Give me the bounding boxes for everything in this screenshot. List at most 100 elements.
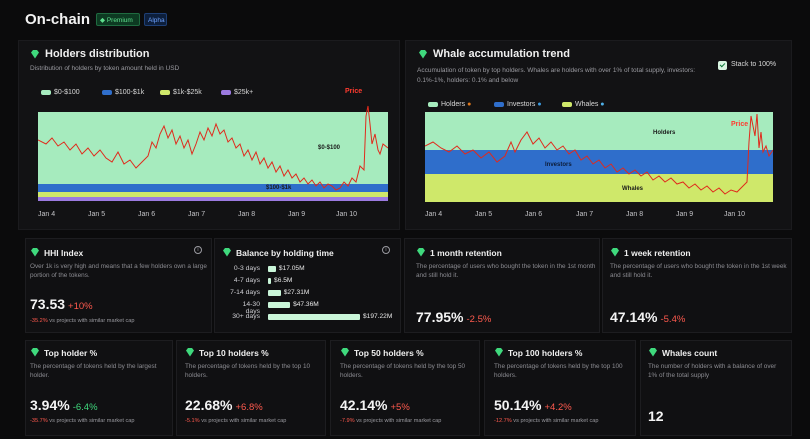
balance-row-value: $17.05M (278, 265, 305, 272)
band-100-1k (38, 184, 388, 192)
x-tick-jan4: Jan 4 (38, 211, 56, 218)
whales-count-value: 12 (648, 408, 664, 424)
diamond-icon: ◆ (100, 17, 105, 24)
footer-text: vs projects with similar market cap (49, 318, 135, 324)
stack-to-100-checkbox[interactable] (718, 61, 727, 70)
balance-row-value: $6.5M (274, 277, 293, 284)
info-icon[interactable]: i (194, 246, 202, 254)
premium-badge-label: Premium (106, 17, 133, 24)
top-10-holders-card (176, 340, 326, 436)
diamond-icon (611, 248, 619, 257)
fish-icon: ● (467, 101, 472, 108)
legend-label: Whales (575, 101, 599, 108)
holders-distribution-chart[interactable] (38, 104, 388, 202)
hhi-index-desc: Over 1k is very high and means that a fe… (30, 263, 207, 279)
whales-count-desc: The number of holders with a balance of … (648, 363, 777, 379)
legend-swatch (160, 89, 170, 95)
legend-item-1k-25k[interactable]: $1k-$25k (160, 89, 202, 96)
info-icon[interactable]: i (382, 246, 390, 254)
band-whales (425, 174, 773, 202)
metric-value: 22.68% (185, 397, 233, 413)
metric-value: 42.14% (340, 397, 388, 413)
legend-swatch (102, 89, 112, 95)
metric-value: 50.14% (494, 397, 542, 413)
metric-value: 3.94% (30, 397, 70, 413)
balance-row-label: 0-3 days (233, 265, 260, 272)
page-header: On-chain ◆ Premium Alpha (0, 0, 810, 40)
top-50-holders-desc: The percentage of tokens held by the top… (340, 363, 466, 379)
diamond-icon (31, 248, 39, 257)
top-holder-value: 3.94% -6.4% (30, 397, 98, 413)
footer-pct: -35.2% (30, 318, 48, 324)
top-10-holders-title: Top 10 holders % (199, 348, 269, 358)
holders-distribution-subtitle: Distribution of holders by token amount … (30, 65, 180, 72)
metric-value: 77.95% (416, 309, 464, 325)
whale-accumulation-title: Whale accumulation trend (433, 48, 570, 60)
diamond-icon (31, 50, 39, 59)
balance-row-value: $197.22M (363, 313, 393, 320)
band-1k-25k (38, 192, 388, 197)
diamond-icon (341, 348, 349, 357)
metric-change: -6.4% (72, 402, 98, 413)
x-tick-jan9: Jan 9 (288, 211, 306, 218)
x-tick-jan7: Jan 7 (576, 211, 594, 218)
top-100-holders-card (484, 340, 636, 436)
footer-pct: -12.7% (494, 418, 512, 424)
legend-item-100-1k[interactable]: $100-$1k (102, 89, 144, 96)
legend-item-investors[interactable]: Investors ● (494, 101, 542, 108)
week-retention-value: 47.14% -5.4% (610, 309, 685, 325)
diamond-icon (31, 348, 39, 357)
metric-change: +6.8% (235, 402, 263, 413)
top-holder-title: Top holder % (44, 348, 98, 358)
hhi-index-title: HHI Index (44, 248, 84, 258)
legend-swatch (494, 101, 504, 107)
top-50-holders-card (330, 340, 480, 436)
footer-text: vs projects with similar market cap (356, 418, 442, 424)
band-label-holders: Holders (653, 130, 676, 136)
x-tick-jan8: Jan 8 (626, 211, 644, 218)
band-0-100 (38, 112, 388, 184)
whale-accumulation-chart[interactable] (425, 112, 773, 202)
x-tick-jan10: Jan 10 (336, 211, 358, 218)
legend-swatch (562, 101, 572, 107)
footer-text: vs projects with similar market cap (513, 418, 599, 424)
legend-item-25k-plus[interactable]: $25k+ (221, 89, 253, 96)
top-50-holders-footer: -7.9% vs projects with similar market ca… (340, 418, 441, 424)
balance-row-label: 4-7 days (233, 277, 260, 284)
band-investors (425, 150, 773, 174)
balance-row-bar (268, 266, 276, 272)
top-50-holders-value: 42.14% +5% (340, 397, 410, 413)
whales-count-title: Whales count (662, 348, 718, 358)
month-retention-card (404, 238, 600, 333)
legend-item-holders[interactable]: Holders ● (428, 101, 471, 108)
band-25k-plus (38, 197, 388, 201)
x-tick-jan7: Jan 7 (188, 211, 206, 218)
metric-value: 47.14% (610, 309, 658, 325)
price-label: Price (345, 88, 363, 95)
whale-icon: ● (600, 101, 605, 108)
top-10-holders-footer: -5.1% vs projects with similar market ca… (185, 418, 286, 424)
legend-label: Investors (507, 101, 536, 108)
top-50-holders-title: Top 50 holders % (354, 348, 424, 358)
footer-text: vs projects with similar market cap (49, 418, 135, 424)
legend-label: $100-$1k (115, 89, 145, 96)
month-retention-value: 77.95% -2.5% (416, 309, 491, 325)
band-holders (425, 112, 773, 150)
legend-item-whales[interactable]: Whales ● (562, 101, 605, 108)
metric-value: 73.53 (30, 296, 66, 312)
band-label-investors: Investors (545, 162, 572, 168)
legend-item-0-100[interactable]: $0-$100 (41, 89, 80, 96)
top-10-holders-desc: The percentage of tokens held by the top… (185, 363, 311, 379)
week-retention-title: 1 week retention (624, 248, 691, 258)
top-100-holders-desc: The percentage of tokens held by the top… (494, 363, 623, 379)
alpha-badge: Alpha (144, 13, 167, 26)
legend-swatch (428, 101, 438, 107)
balance-row-value: $47.36M (293, 301, 319, 308)
top-holder-footer: -35.7% vs projects with similar market c… (30, 418, 134, 424)
balance-by-holding-time-title: Balance by holding time (236, 248, 334, 258)
band-label-whales: Whales (622, 186, 644, 192)
diamond-icon (419, 50, 427, 59)
x-tick-jan10: Jan 10 (724, 211, 746, 218)
x-tick-jan6: Jan 6 (525, 211, 543, 218)
legend-label: $0-$100 (54, 89, 80, 96)
